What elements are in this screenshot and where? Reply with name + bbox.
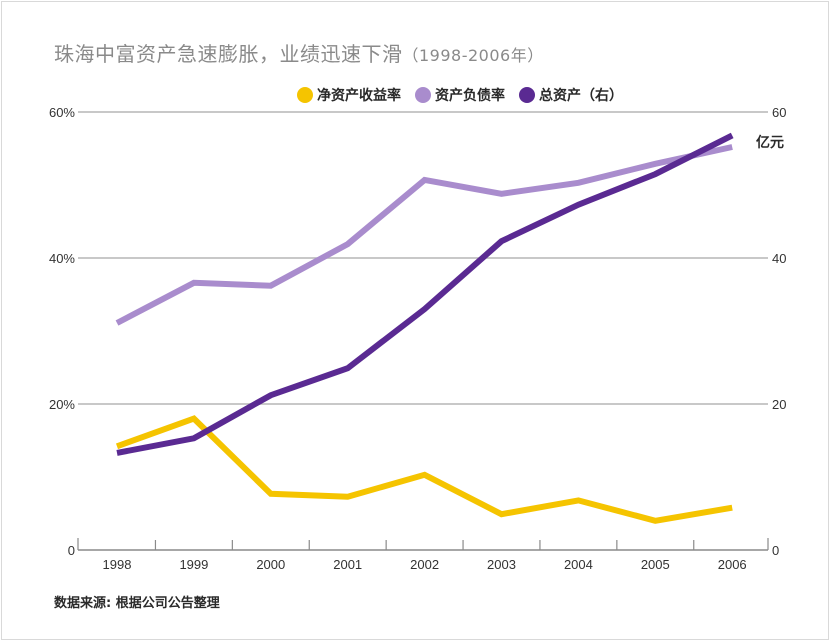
y-right-tick-label: 20 (772, 397, 786, 412)
y-left-tick-label: 20% (49, 397, 75, 412)
y-left-tick-label: 60% (49, 105, 75, 120)
legend: 净资产收益率 资产负债率 总资产（右） (297, 85, 637, 105)
x-tick-label: 2004 (564, 557, 593, 572)
x-axis: 1998 1999 2000 2001 2002 2003 2004 2005 2006 (77, 538, 769, 572)
y-right-tick-label: 0 (772, 543, 779, 558)
y-right-tick-label: 40 (772, 251, 786, 266)
x-tick-label: 2000 (256, 557, 285, 572)
x-tick-label: 2005 (641, 557, 670, 572)
roe-line (115, 415, 733, 524)
x-tick-label: 2001 (333, 557, 362, 572)
data-source-note: 数据来源: 根据公司公告整理 (54, 596, 220, 611)
debt-ratio-line (115, 144, 733, 326)
chart-title-main: 珠海中富资产急速膨胀，业绩迅速下滑 (54, 42, 403, 66)
x-tick-label: 1998 (103, 557, 132, 572)
y-right-tick-label: 60 (772, 105, 786, 120)
x-tick-label: 2002 (410, 557, 439, 572)
x-tick-label: 2003 (487, 557, 516, 572)
legend-item-debt-ratio: 资产负债率 (415, 85, 505, 105)
right-axis-unit: 亿元 (756, 135, 784, 151)
legend-item-total-assets: 总资产（右） (519, 85, 623, 105)
series-lines (115, 132, 734, 524)
legend-marker-total-assets (519, 87, 535, 103)
legend-label-roe: 净资产收益率 (317, 88, 401, 104)
y-axis-left: 0 20% 40% 60% (49, 105, 75, 558)
legend-marker-roe (297, 87, 313, 103)
legend-label-debt-ratio: 资产负债率 (435, 88, 505, 104)
x-tick-label: 1999 (179, 557, 208, 572)
chart-title: 珠海中富资产急速膨胀，业绩迅速下滑（1998-2006年） (54, 38, 544, 67)
y-left-tick-label: 0 (68, 543, 75, 558)
legend-label-total-assets: 总资产（右） (539, 88, 623, 104)
legend-item-roe: 净资产收益率 (297, 85, 401, 105)
gridlines (78, 111, 768, 405)
chart-title-years: （1998-2006年） (402, 46, 544, 65)
legend-marker-debt-ratio (415, 87, 431, 103)
y-axis-right: 0 20 40 60 (772, 105, 786, 558)
x-tick-label: 2006 (718, 557, 747, 572)
total-assets-line (116, 132, 734, 456)
y-left-tick-label: 40% (49, 251, 75, 266)
